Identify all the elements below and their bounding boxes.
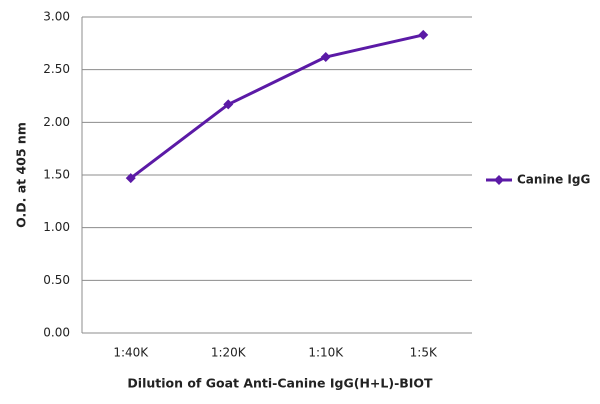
x-tick-label: 1:10K [308, 346, 344, 360]
marker [125, 173, 136, 184]
y-tick-label: 3.00 [43, 10, 70, 24]
x-tick-label: 1:20K [211, 346, 247, 360]
line [129, 33, 424, 180]
marker [223, 99, 234, 110]
legend-marker [494, 175, 504, 185]
y-tick-label: 0.50 [43, 273, 70, 287]
marker [320, 52, 331, 63]
marker [418, 29, 429, 40]
y-tick-label: 2.50 [43, 62, 70, 76]
y-tick-label: 1.50 [43, 168, 70, 182]
y-tick-label: 2.00 [43, 115, 70, 129]
x-axis-title: Dilution of Goat Anti-Canine IgG(H+L)-BI… [127, 376, 433, 391]
x-tick-label: 1:40K [113, 346, 149, 360]
legend-label: Canine IgG [517, 173, 590, 187]
y-tick-label: 1.00 [43, 220, 70, 234]
y-tick-label: 0.00 [43, 326, 70, 340]
x-tick-label: 1:5K [410, 346, 438, 360]
y-axis-title: O.D. at 405 nm [14, 122, 29, 228]
